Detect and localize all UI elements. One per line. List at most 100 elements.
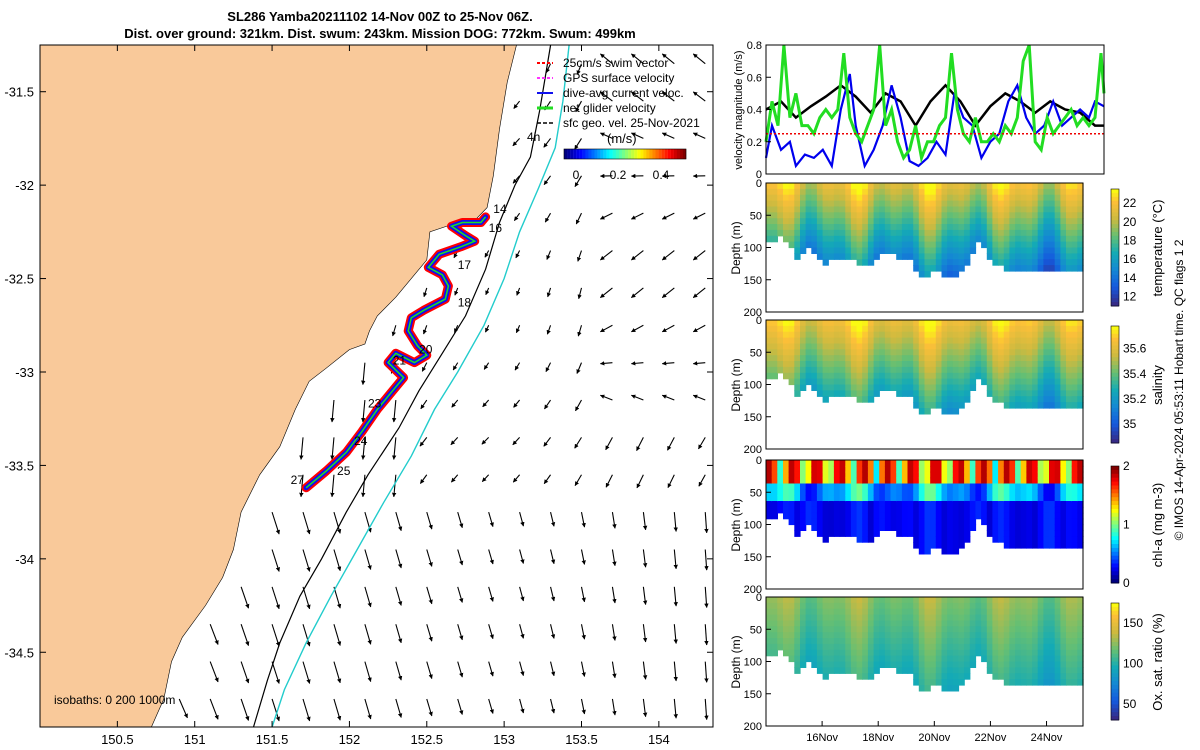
section-cell xyxy=(896,361,903,368)
section-cell xyxy=(811,655,818,663)
section-cell xyxy=(930,477,937,485)
section-cell xyxy=(828,343,835,350)
section-cell xyxy=(896,524,903,531)
section-cell xyxy=(930,349,937,356)
section-cell xyxy=(907,224,914,231)
section-colorbar-cell xyxy=(1111,669,1119,674)
velocity-arrow xyxy=(673,549,678,570)
section-cell xyxy=(913,673,920,680)
section-cell xyxy=(822,661,829,668)
section-cell xyxy=(879,512,886,520)
map-colorbar-cell xyxy=(628,149,632,159)
velocity-arrow xyxy=(576,63,583,75)
section-cell xyxy=(890,483,897,490)
section-cell xyxy=(884,597,892,604)
section-cell xyxy=(952,667,960,674)
section-cell xyxy=(873,235,880,243)
section-cell xyxy=(1026,325,1033,333)
section-cell xyxy=(1037,614,1044,622)
section-cell xyxy=(816,320,824,327)
section-cell xyxy=(1020,536,1027,543)
section-cell xyxy=(969,343,977,350)
section-cell xyxy=(1077,632,1084,639)
section-cell xyxy=(1077,361,1084,368)
section-cell xyxy=(1060,361,1067,368)
section-cell xyxy=(901,366,909,374)
section-cell xyxy=(981,206,988,213)
section-cell xyxy=(1003,218,1011,225)
section-cell xyxy=(867,337,875,345)
section-colorbar-cell xyxy=(1111,396,1119,401)
section-cell xyxy=(788,366,795,374)
section-cell xyxy=(766,608,773,616)
section-cell xyxy=(800,349,807,356)
section-cell xyxy=(845,331,852,339)
section-cell xyxy=(958,247,965,254)
velocity-ylabel: velocity magnitude (m/s) xyxy=(733,50,745,169)
section-cell xyxy=(998,649,1005,657)
section-cell xyxy=(1077,343,1084,350)
section-cell xyxy=(935,235,943,243)
section-cell xyxy=(924,224,931,231)
velocity-arrow xyxy=(395,624,403,644)
section-cell xyxy=(873,200,880,208)
section-cell xyxy=(788,241,795,249)
section-cell xyxy=(845,194,852,202)
section-cell xyxy=(811,501,818,508)
section-cell xyxy=(1043,501,1050,508)
section-colorbar-cell xyxy=(1111,497,1119,502)
section-cell xyxy=(958,200,965,208)
section-cell xyxy=(1054,597,1061,604)
section-cell xyxy=(867,229,875,237)
section-cell xyxy=(947,384,954,391)
section-cell xyxy=(941,614,948,622)
section-cell xyxy=(986,483,994,490)
section-cell xyxy=(845,343,852,350)
section-cell xyxy=(1071,241,1078,249)
section-cell xyxy=(828,477,835,485)
section-cell xyxy=(998,259,1005,266)
section-cell xyxy=(862,602,869,610)
map-axis-ticks: 150.5 151 151.5 152 152.5 153 153.5 154-31.5-32… xyxy=(4,45,713,747)
velocity-arrow xyxy=(240,624,250,647)
velocity-arrow xyxy=(661,287,675,299)
map-colorbar-cell xyxy=(661,149,665,159)
section-cell xyxy=(935,396,943,403)
section-cell xyxy=(1066,471,1073,479)
section-cell xyxy=(1015,661,1022,668)
section-cell xyxy=(1037,372,1044,380)
section-cell xyxy=(1077,206,1084,213)
section-cell xyxy=(1049,643,1056,651)
section-cell xyxy=(766,602,773,610)
section-cell xyxy=(794,320,801,327)
section-cell xyxy=(1054,229,1061,237)
section-cell xyxy=(856,483,863,490)
section-cell xyxy=(998,235,1005,243)
section-cell xyxy=(975,372,982,380)
section-cell xyxy=(947,548,954,555)
section-colorbar-cell xyxy=(1111,579,1119,584)
section-cell xyxy=(1009,661,1016,668)
section-cell xyxy=(771,471,778,479)
section-cell xyxy=(918,349,926,356)
section-cell xyxy=(935,247,943,254)
section-cell xyxy=(1020,343,1027,350)
section-cell xyxy=(1020,524,1027,531)
section-cell xyxy=(992,384,999,391)
section-cell xyxy=(941,200,948,208)
section-cell xyxy=(1003,465,1011,473)
section-cell xyxy=(1015,378,1022,386)
section-cell xyxy=(1054,235,1061,243)
section-cell xyxy=(879,649,886,657)
section-cell xyxy=(794,643,801,651)
section-cell xyxy=(856,477,863,485)
section-cell xyxy=(828,349,835,356)
section-cell xyxy=(1077,542,1084,549)
section-cell xyxy=(884,206,892,213)
section-xtick-label: 18Nov xyxy=(862,732,894,744)
map-colorbar-cell xyxy=(576,149,580,159)
section-cell xyxy=(1077,320,1084,327)
section-cell xyxy=(794,489,801,496)
section-cell xyxy=(850,620,858,627)
